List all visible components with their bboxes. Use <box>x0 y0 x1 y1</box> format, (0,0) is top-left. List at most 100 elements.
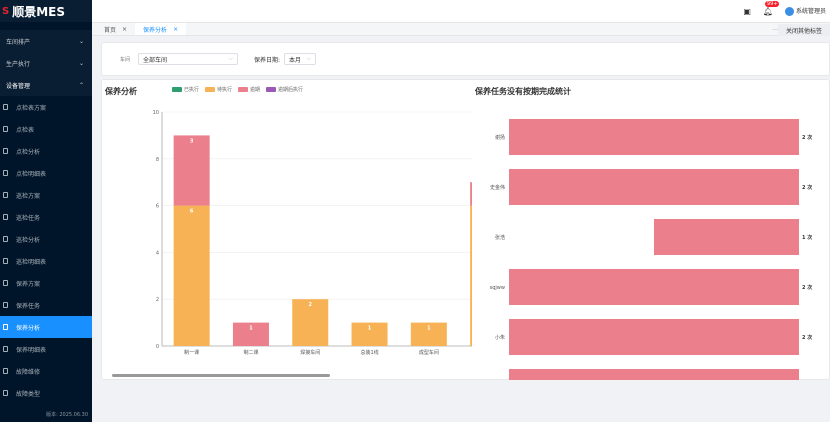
legend-item[interactable]: 已执行 <box>172 86 199 93</box>
app-title: 顺景MES <box>12 4 65 19</box>
y-tick-label: 10 <box>153 110 159 116</box>
chevron-up-icon: ⌃ <box>78 81 84 89</box>
x-tick-label: 制一课 <box>184 349 199 356</box>
sidebar-item-label: 故障类型 <box>16 390 41 398</box>
sidebar-group[interactable]: 设备管理 ⌃ <box>0 74 92 96</box>
bar-segment <box>232 322 269 346</box>
bar <box>654 219 799 255</box>
y-tick-label: 0 <box>156 344 159 350</box>
group-label: 设备管理 <box>6 82 31 90</box>
sidebar-item[interactable]: 点检表 <box>0 118 92 140</box>
workshop-select[interactable]: 全部车间 ⌵ <box>138 53 239 65</box>
document-icon <box>3 258 8 264</box>
document-icon <box>3 324 8 330</box>
sidebar-item[interactable]: 保养方案 <box>0 272 92 294</box>
fullscreen-icon[interactable]: ▣ <box>743 6 751 16</box>
x-tick-label: 总装1线 <box>360 349 378 356</box>
bar <box>509 119 799 155</box>
sidebar-item[interactable]: 点检明细表 <box>0 162 92 184</box>
close-icon[interactable]: × <box>173 25 179 33</box>
version-label: 版本: 2025.06.30 <box>46 412 88 418</box>
tab-home[interactable]: 首页 × <box>96 23 135 35</box>
tab-label: 保养分析 <box>143 26 168 34</box>
bar-segment <box>173 135 210 206</box>
sidebar-item[interactable]: 保养分析 <box>0 316 92 338</box>
value-label: 1 次 <box>802 234 812 241</box>
bar <box>509 169 799 205</box>
value-label: 2 次 <box>802 334 812 341</box>
chevron-down-icon: ⌵ <box>306 55 312 62</box>
close-icon[interactable]: × <box>122 25 128 33</box>
sidebar-item[interactable]: 点检表方案 <box>0 96 92 118</box>
sidebar-item[interactable]: 故障类型 <box>0 382 92 404</box>
sidebar-item-label: 巡检任务 <box>16 214 41 222</box>
sidebar-item[interactable]: 故障维修 <box>0 360 92 382</box>
close-other-tabs-button[interactable]: 关闭其他标签 <box>777 24 830 36</box>
sidebar-item-label: 点检分析 <box>16 148 41 156</box>
group-label: 生产执行 <box>6 60 31 68</box>
bar <box>509 319 799 355</box>
date-select[interactable]: 本月 ⌵ <box>284 53 317 65</box>
legend-label: 逾期后执行 <box>278 87 304 93</box>
sidebar-item-label: 保养方案 <box>16 280 41 288</box>
bar-segment <box>410 322 447 346</box>
bar-segment <box>173 205 210 346</box>
chevron-down-icon: ⌵ <box>228 55 234 62</box>
sidebar-item[interactable]: 保养明细表 <box>0 338 92 360</box>
document-icon <box>3 302 8 308</box>
sidebar-item-label: 点检表方案 <box>16 104 47 112</box>
sidebar-item[interactable]: 保养任务 <box>0 294 92 316</box>
document-icon <box>3 126 8 132</box>
tab-label: 首页 <box>104 26 117 34</box>
left-chart-title: 保养分析 <box>105 87 137 96</box>
document-icon <box>3 368 8 374</box>
tab-maintenance-analysis[interactable]: 保养分析 × <box>135 23 187 35</box>
legend-item[interactable]: 逾期 <box>238 86 260 93</box>
stacked-bar-chart: 024681063制一课1制二课2焊接车间1总装1线1成型车间61 <box>153 110 472 356</box>
x-tick-label: 制二课 <box>243 349 258 356</box>
legend-item[interactable]: 待执行 <box>205 86 232 93</box>
bar-segment <box>470 205 472 346</box>
sidebar-item[interactable]: 巡检分析 <box>0 228 92 250</box>
document-icon <box>3 236 8 242</box>
sidebar-group[interactable]: 生产执行 ⌄ <box>0 52 92 74</box>
avatar <box>785 7 795 16</box>
x-tick-label: 焊接车间 <box>300 349 320 356</box>
category-label: sqjww <box>490 285 505 291</box>
legend-item[interactable]: 逾期后执行 <box>266 86 303 93</box>
data-label: 6 <box>190 209 194 215</box>
notification-button[interactable]: 🔔︎ 99+ <box>762 0 780 16</box>
sidebar-item-label: 巡检分析 <box>16 236 41 244</box>
y-tick-label: 4 <box>156 250 159 256</box>
topbar: ▣ 🔔︎ 99+ 系统管理员 <box>92 0 830 22</box>
bar-segment <box>470 182 472 206</box>
user-menu[interactable]: 系统管理员 <box>785 6 826 16</box>
chart-scrollbar[interactable] <box>112 374 330 377</box>
user-name: 系统管理员 <box>795 8 826 15</box>
sidebar-group[interactable]: 车间排产 ⌄ <box>0 30 92 52</box>
bar <box>509 269 799 305</box>
data-label: 1 <box>368 326 372 332</box>
document-icon <box>3 214 8 220</box>
sidebar-item[interactable]: 巡检方案 <box>0 184 92 206</box>
right-chart-title: 保养任务没有按期完成统计 <box>475 87 571 96</box>
bar-segment <box>351 322 388 346</box>
filter-panel: 车间 全部车间 ⌵ 保养日期: 本月 ⌵ <box>101 42 830 76</box>
group-label: 车间排产 <box>6 38 31 46</box>
document-icon <box>3 390 8 396</box>
y-tick-label: 6 <box>156 204 159 210</box>
sidebar: S 顺景MES 车间排产 ⌄ 生产执行 ⌄ 设备管理 ⌃ 点检表方案 点检表 点检分析 点检明细表… <box>0 0 92 422</box>
document-icon <box>3 104 8 110</box>
logo: S 顺景MES <box>0 0 92 22</box>
chart-panel: 保养分析 已执行 待执行 逾期 逾期后执行 保养任务没有按期完成统计 0 2 4 6 8… <box>101 79 830 380</box>
workshop-value: 全部车间 <box>143 56 168 64</box>
chevron-down-icon: ⌄ <box>78 59 84 67</box>
sidebar-item[interactable]: 巡检明细表 <box>0 250 92 272</box>
sidebar-item-label: 保养分析 <box>16 324 41 332</box>
value-label: 2 次 <box>802 284 812 291</box>
sidebar-item[interactable]: 巡检任务 <box>0 206 92 228</box>
workshop-label: 车间 <box>120 56 131 63</box>
sidebar-item[interactable]: 点检分析 <box>0 140 92 162</box>
tabs-more-button[interactable]: ... <box>772 25 778 32</box>
